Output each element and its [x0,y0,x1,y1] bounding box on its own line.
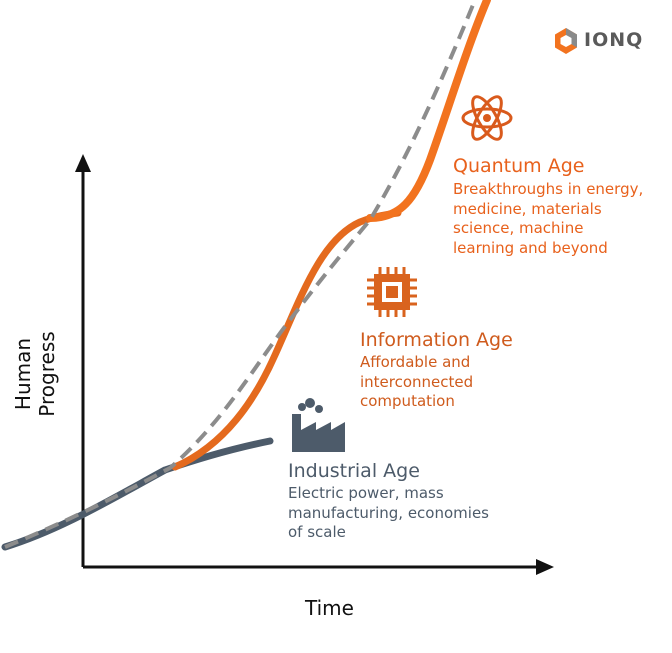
industrial-desc-line: manufacturing, economies [288,503,489,522]
quantum-desc-line: medicine, materials [453,199,602,218]
exponential-trend-line [4,0,477,549]
quantum-desc-line: Breakthroughs in energy, [453,180,644,198]
industrial-desc-line: of scale [288,523,346,541]
information-age-description: Affordable and interconnected computatio… [360,353,473,412]
quantum-desc-line: learning and beyond [453,238,608,257]
quantum-curve [366,0,491,222]
information-desc-line: interconnected [360,372,474,391]
x-axis-arrowhead [536,559,554,575]
information-desc-line: computation [360,392,455,410]
atom-icon [461,95,513,141]
industrial-age-title: Industrial Age [288,460,420,482]
factory-icon [292,398,345,452]
industrial-desc-line: Electric power, mass [288,484,444,502]
quantum-age-description: Breakthroughs in energy, medicine, mater… [453,180,643,258]
y-axis-arrowhead [75,154,91,172]
industrial-age-description: Electric power, mass manufacturing, econ… [288,484,489,543]
quantum-desc-line: science, machine [453,219,584,237]
information-age-title: Information Age [360,329,513,351]
industrial-curve [1,437,274,551]
microchip-icon [367,267,417,317]
ionq-logo-icon [555,28,577,54]
x-axis-label: Time [305,596,354,620]
brand-name: IONQ [584,29,644,51]
y-axis-label: Human Progress [11,331,59,417]
information-desc-line: Affordable and [360,353,471,371]
quantum-age-title: Quantum Age [453,155,585,177]
